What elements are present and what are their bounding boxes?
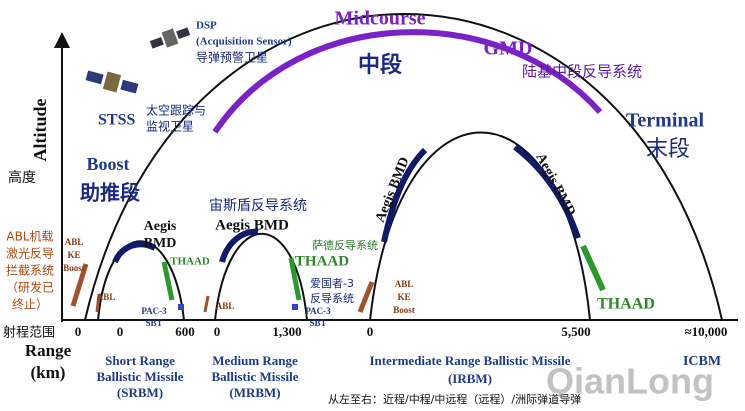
abl-segment [357,281,375,313]
dsp-satellite-icon [149,27,191,49]
range-value: 1,300 [272,324,301,339]
label: PAC-3 [141,306,167,316]
watermark: QianLong [546,361,714,402]
axis-label: (km) [31,363,66,382]
label: Aegis [144,219,177,234]
label: 萨德反导系统 [312,238,378,252]
abl-segment [70,263,89,307]
note: 从左至右：近程/中程/中远程（远程）/洲际弹道导弹 [328,392,581,406]
axis-label: Range [25,341,72,360]
label: SBT [145,318,162,328]
label: ABL [65,237,84,247]
label: DSP [196,20,217,32]
label: 太空跟踪与 [146,103,206,118]
label: 反导系统 [310,292,354,305]
axis-label: Altitude [30,98,50,161]
axis-label: 高度 [8,169,36,186]
range-value: 0 [367,324,374,339]
aegis-segment [219,228,259,263]
phase-label: Midcourse [334,8,425,30]
phase-label: Boost [86,154,129,174]
phase-label: 助推段 [80,181,140,205]
aegis-segment [112,241,157,264]
label: 监视卫星 [146,119,194,134]
label: STSS [98,112,135,129]
range-value: 600 [175,324,195,339]
abl-segment [95,293,101,313]
label: THAAD [597,296,655,313]
thaad-segment [288,257,302,301]
abl-note: ABL机载 激光反导 拦截系统 （研发已 终止） [6,230,54,312]
label: 宙斯盾反导系统 [209,198,307,214]
label: ABL [97,292,116,302]
label: PAC-3 [305,306,331,316]
class-label: Medium Range [212,353,298,368]
abl-segment [203,295,210,313]
label: THAAD [170,256,210,268]
axis-label: 射程范围 [3,325,55,341]
range-value: 5,500 [561,324,590,339]
aegis-segment [381,147,428,243]
label: ABL机载 [6,230,53,244]
phase-label: 末段 [646,137,690,162]
pac3-marker [292,304,298,310]
label: Aegis BMD [532,151,578,219]
class-label: (SRBM) [117,385,163,400]
label: 激光反导 [6,247,54,261]
range-value: 0 [214,324,221,339]
label: Boost [393,305,415,315]
class-label: Ballistic Missile [96,369,183,384]
label: BMD [144,236,177,251]
class-label: Intermediate Range Ballistic Missile [369,353,570,368]
label: ABL [216,301,235,311]
class-label: Ballistic Missile [211,369,298,384]
label: （研发已 [6,280,54,295]
range-value: 0 [75,324,82,339]
label: 爱国者-3 [310,277,354,290]
thaad-segment [580,244,606,292]
label: GMD [484,38,533,60]
label: Boost [63,263,85,273]
label: 终止） [12,297,48,312]
label: 导弹预警卫星 [196,50,268,65]
icbm-trajectory [84,13,723,321]
label: 陆基中段反导系统 [522,63,642,81]
label: 拦截系统 [6,264,54,278]
class-label: (IRBM) [448,371,492,386]
label: Aegis BMD [215,217,289,233]
class-label: (MRBM) [229,385,280,400]
range-value: 0 [117,324,124,339]
range-value: ≈10,000 [685,324,728,339]
label: KE [67,250,80,260]
phase-label: Terminal [626,110,705,132]
phase-label: 中段 [358,52,402,78]
thaad-segment [161,261,175,301]
class-label: ICBM [683,354,721,369]
gmd-segment [212,29,603,134]
label: ABL [395,279,414,289]
label: THAAD [295,253,349,269]
stss-satellite-icon [85,70,139,94]
aegis-segment [513,144,581,239]
label: KE [397,292,410,302]
mrbm-trajectory [214,232,308,321]
class-label: Short Range [105,353,175,368]
pac3-marker [178,304,184,310]
label: (Acquisition Sensor) [196,36,292,48]
label: SBT [309,318,326,328]
